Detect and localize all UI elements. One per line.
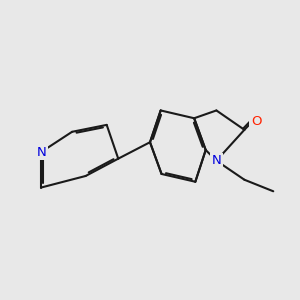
- Text: O: O: [251, 116, 262, 128]
- Text: N: N: [212, 154, 221, 167]
- Text: N: N: [36, 146, 46, 158]
